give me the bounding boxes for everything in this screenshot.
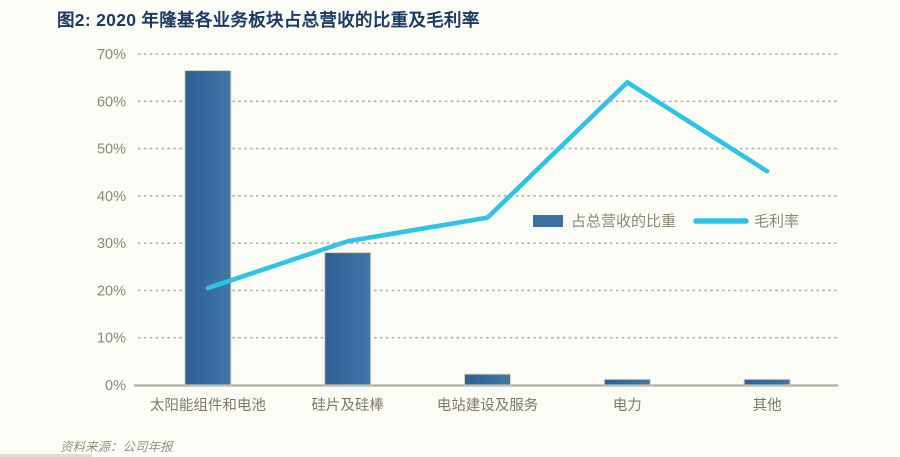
chart-title: 图2: 2020 年隆基各业务板块占总营收的比重及毛利率 <box>57 10 480 30</box>
y-tick-label-0: 0% <box>105 378 126 394</box>
x-category-label-3: 电力 <box>613 397 642 414</box>
y-tick-label-50: 50% <box>97 142 126 158</box>
source-note: 资料来源：公司年报 <box>60 440 173 454</box>
y-tick-label-40: 40% <box>97 189 126 205</box>
bar-1 <box>324 252 372 386</box>
bar-4 <box>743 378 791 386</box>
y-tick-label-20: 20% <box>97 283 126 299</box>
x-category-label-1: 硅片及硅棒 <box>311 397 384 414</box>
y-tick-label-70: 70% <box>97 47 126 63</box>
gross-margin-line <box>205 80 770 291</box>
y-tick-label-30: 30% <box>97 236 126 252</box>
page-edge-strip <box>0 454 92 457</box>
bar-0 <box>184 70 232 386</box>
bar-2 <box>464 373 511 386</box>
x-category-label-4: 其他 <box>753 397 782 414</box>
x-category-label-2: 电站建设及服务 <box>437 397 539 414</box>
legend-line-label: 毛利率 <box>754 213 799 230</box>
bar-3 <box>603 378 651 386</box>
legend-bar-label: 占总营收的比重 <box>571 213 676 230</box>
y-tick-label-10: 10% <box>97 331 126 347</box>
y-tick-label-60: 60% <box>97 94 126 110</box>
legend-bar-swatch <box>533 215 563 227</box>
x-category-label-0: 太阳能组件和电池 <box>150 397 266 414</box>
